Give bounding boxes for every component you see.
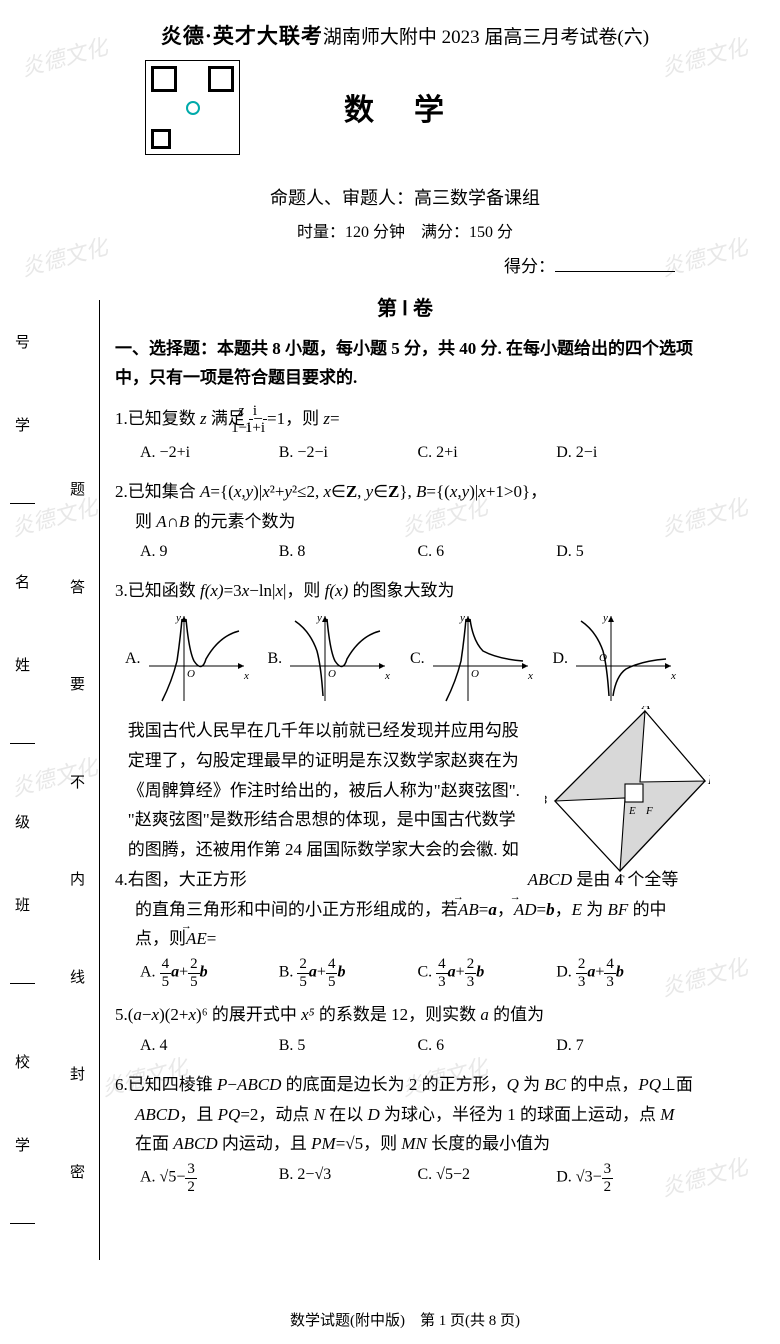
q3-graph-c: C. xyO <box>410 611 553 706</box>
q5-opt-c: C. 6 <box>418 1032 557 1060</box>
q6-opt-c: C. √5−2 <box>418 1161 557 1195</box>
q2-opt-b: B. 8 <box>279 538 418 566</box>
question-5: 5.(a−x)(2+x)⁶ 的展开式中 x⁵ 的系数是 12，则实数 a 的值为… <box>115 1000 695 1060</box>
svg-text:y: y <box>602 612 608 624</box>
seal-line-labels: 题 答 要 不 内 线 封 密 <box>70 440 90 1220</box>
svg-text:O: O <box>471 668 479 680</box>
q2-opt-d: D. 5 <box>556 538 695 566</box>
svg-text:O: O <box>187 668 195 680</box>
svg-text:A: A <box>641 706 650 712</box>
q1-opt-b: B. −2−i <box>279 439 418 467</box>
q4-opt-b: B. 25a+45b <box>279 956 418 990</box>
svg-text:E: E <box>628 805 636 817</box>
label-name2: 姓 <box>10 654 35 675</box>
score-field: 得分： <box>115 252 695 277</box>
q1-opt-d: D. 2−i <box>556 439 695 467</box>
school-info: 湖南师大附中 2023 届高三月考试卷(六) <box>323 27 649 48</box>
q6-opt-d: D. √3−32 <box>556 1161 695 1195</box>
q5-opt-a: A. 4 <box>140 1032 279 1060</box>
q4-opt-d: D. 23a+43b <box>556 956 695 990</box>
subject-title: 数学 <box>344 85 484 129</box>
authors: 命题人、审题人：高三数学备课组 <box>115 184 695 210</box>
question-2: 2.已知集合 A={(x,y)|x²+y²≤2, x∈Z, y∈Z}, B={(… <box>115 477 695 567</box>
label-class: 级 <box>10 811 35 832</box>
svg-text:O: O <box>328 668 336 680</box>
watermark: 炎德文化 <box>17 229 110 283</box>
question-1: 1.已知复数 z 满足 z1−i−i1+i=1，则 z= A. −2+i B. … <box>115 403 695 467</box>
label-number2: 学 <box>10 414 35 435</box>
volume-title: 第 Ⅰ 卷 <box>115 292 695 321</box>
q3-graph-d: D. xyO <box>553 611 696 706</box>
label-class2: 班 <box>10 894 35 915</box>
exam-header: 炎德·英才大联考湖南师大附中 2023 届高三月考试卷(六) <box>115 20 695 50</box>
label-school2: 学 <box>10 1134 35 1155</box>
question-6: 6.已知四棱锥 P−ABCD 的底面是边长为 2 的正方形，Q 为 BC 的中点… <box>115 1070 695 1195</box>
exam-info: 时量：120 分钟 满分：150 分 <box>115 218 695 242</box>
qr-code <box>145 60 240 155</box>
label-number: 号 <box>10 331 35 352</box>
label-name: 名 <box>10 571 35 592</box>
student-info-labels: 号 学 名 姓 级 班 校 学 <box>10 300 35 1260</box>
svg-text:y: y <box>316 612 322 624</box>
question-3: 3.已知函数 f(x)=3x−ln|x|，则 f(x) 的图象大致为 A. xy… <box>115 576 695 706</box>
q6-opt-a: A. √5−32 <box>140 1161 279 1195</box>
brand: 炎德·英才大联考 <box>161 24 323 48</box>
watermark: 炎德文化 <box>17 29 110 83</box>
main-content: 炎德·英才大联考湖南师大附中 2023 届高三月考试卷(六) 数学 命题人、审题… <box>115 20 695 1195</box>
q1-opt-a: A. −2+i <box>140 439 279 467</box>
svg-text:F: F <box>645 805 653 817</box>
q3-graph-b: B. xyO <box>268 611 411 706</box>
page-footer: 数学试题(附中版) 第 1 页(共 8 页) <box>115 1309 695 1330</box>
svg-text:C: C <box>616 872 625 881</box>
question-4: A B C D E F 4.我国古代人民早在几千年以前就已经发现并应用勾股定理了… <box>115 716 695 990</box>
svg-text:x: x <box>527 670 533 682</box>
q4-opt-a: A. 45a+25b <box>140 956 279 990</box>
svg-text:y: y <box>459 612 465 624</box>
svg-text:x: x <box>243 670 249 682</box>
svg-text:x: x <box>384 670 390 682</box>
q2-opt-a: A. 9 <box>140 538 279 566</box>
q5-opt-d: D. 7 <box>556 1032 695 1060</box>
svg-text:x: x <box>670 670 676 682</box>
q1-opt-c: C. 2+i <box>418 439 557 467</box>
section-1-title: 一、选择题：本题共 8 小题，每小题 5 分，共 40 分. 在每小题给出的四个… <box>115 335 695 393</box>
q4-opt-c: C. 43a+23b <box>418 956 557 990</box>
q6-opt-b: B. 2−√3 <box>279 1161 418 1195</box>
svg-text:B: B <box>545 792 547 807</box>
q5-opt-b: B. 5 <box>279 1032 418 1060</box>
svg-text:D: D <box>707 772 710 787</box>
q4-figure: A B C D E F <box>545 706 710 881</box>
svg-text:y: y <box>175 612 181 624</box>
q3-graph-a: A. xyO <box>125 611 268 706</box>
q2-opt-c: C. 6 <box>418 538 557 566</box>
label-school: 校 <box>10 1051 35 1072</box>
